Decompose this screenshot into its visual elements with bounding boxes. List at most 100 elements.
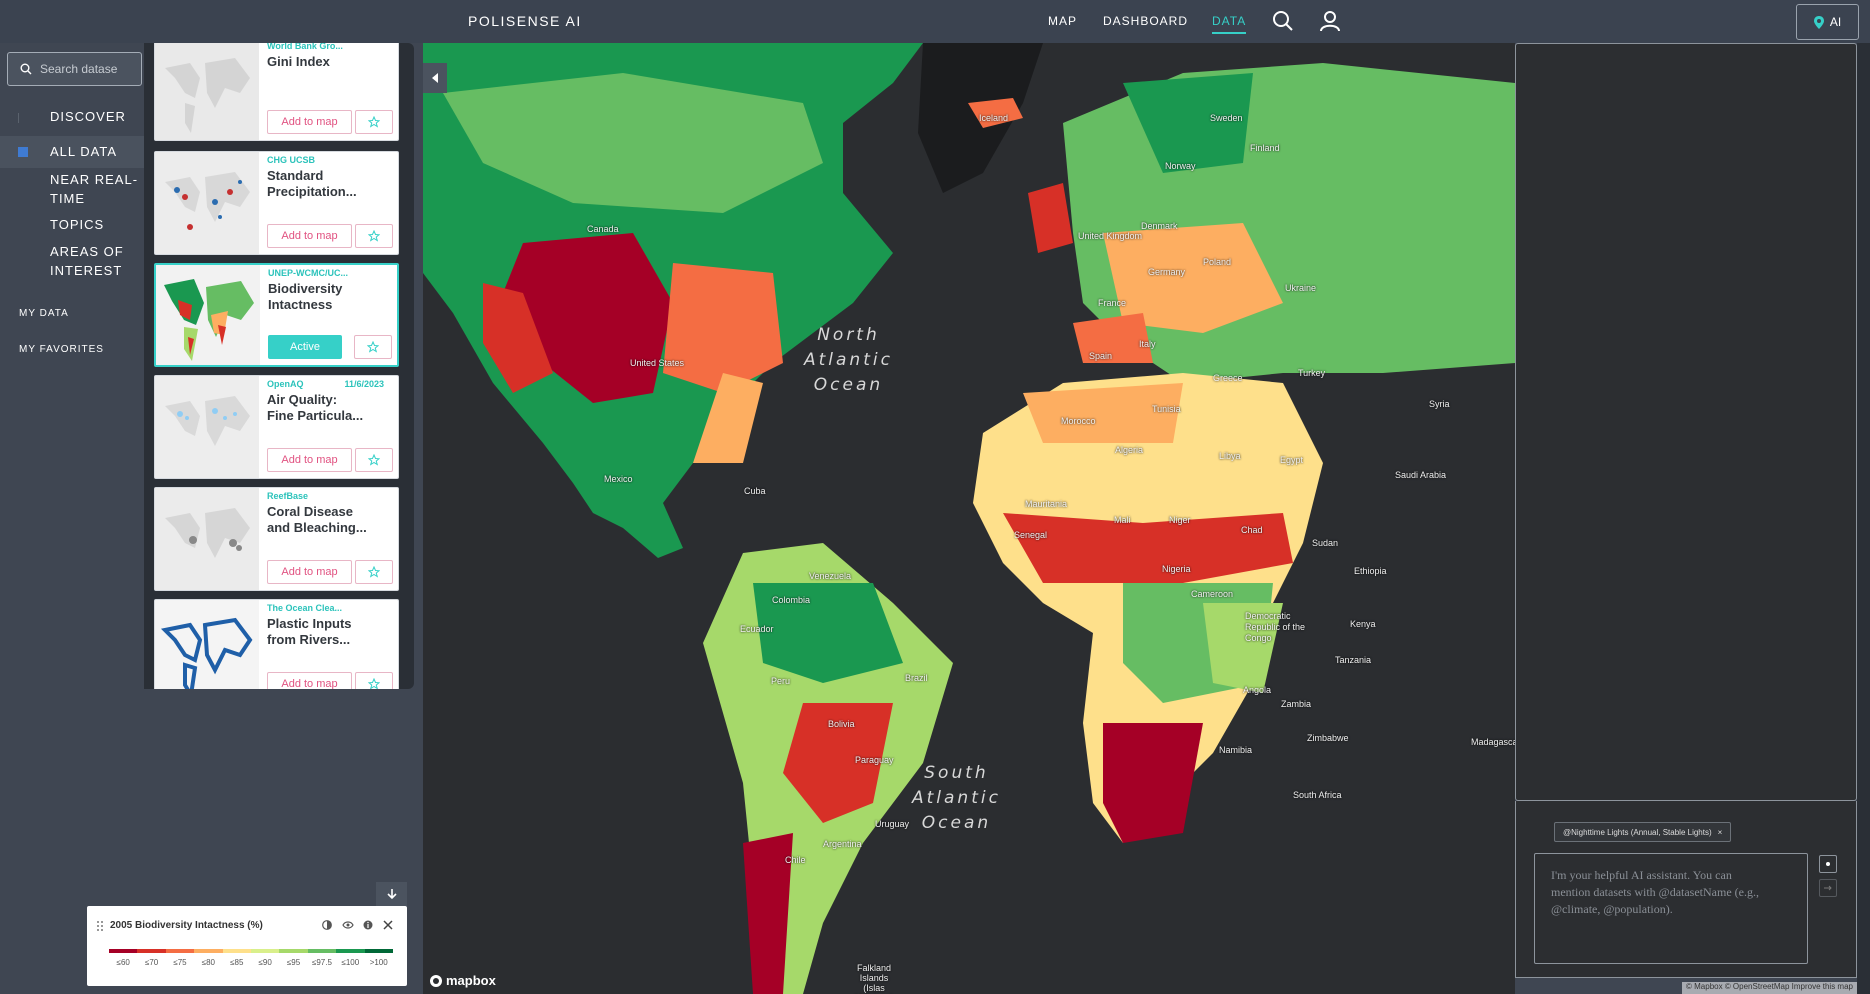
dataset-card-standard-precipitation[interactable]: CHG UCSB Standard Precipitation... Add to… [154, 151, 399, 255]
legend-swatch [307, 949, 337, 953]
map-label: Namibia [1219, 745, 1253, 755]
legend-title: 2005 Biodiversity Intactness (%) [110, 920, 263, 931]
nav-map[interactable]: MAP [1048, 14, 1078, 28]
star-icon [368, 566, 380, 578]
sidebar-item-near-real-time[interactable]: NEAR REAL- TIME [0, 170, 144, 208]
legend-label: ≤90 [258, 958, 272, 967]
add-to-map-button[interactable]: Add to map [267, 560, 352, 584]
map-label: Libya [1219, 451, 1241, 461]
legend-label: ≤70 [144, 958, 159, 967]
dataset-card-biodiversity-intactness[interactable]: UNEP-WCMC/UC... Biodiversity Intactness A… [154, 263, 399, 367]
chevron-left-icon [432, 73, 438, 83]
sidebar-item-label-2: TIME [50, 191, 86, 206]
map-label: Argentina [823, 839, 862, 849]
active-button[interactable]: Active [268, 335, 342, 359]
favorite-star-button[interactable] [355, 560, 393, 584]
favorite-star-button[interactable] [355, 224, 393, 248]
map-attribution[interactable]: © Mapbox © OpenStreetMap Improve this ma… [1682, 982, 1857, 994]
map-label: France [1098, 298, 1127, 308]
chip-close-icon[interactable]: × [1717, 827, 1723, 837]
dataset-mention-chip[interactable]: @Nighttime Lights (Annual, Stable Lights… [1554, 822, 1732, 842]
mapbox-logo[interactable]: mapbox [429, 973, 496, 988]
brand-logo[interactable]: POLISENSE AI [468, 13, 582, 29]
map-label: Norway [1165, 161, 1196, 171]
legend-swatch [364, 949, 393, 953]
biodiversity-map-layer[interactable] [423, 43, 1515, 994]
my-data-link[interactable]: MY DATA [19, 308, 69, 319]
chat-placeholder-3: @climate, @population). [1551, 902, 1673, 916]
ai-button[interactable]: AI [1796, 4, 1859, 40]
sidebar-item-label: TOPICS [50, 217, 105, 232]
sidebar-item-label-2: INTEREST [50, 263, 123, 278]
ai-chat-history[interactable] [1515, 43, 1857, 801]
dataset-thumbnail [155, 152, 259, 254]
all-data-icon [18, 147, 28, 157]
map-label: Paraguay [855, 755, 894, 765]
map-label: Colombia [772, 595, 811, 605]
dataset-card-coral-disease[interactable]: ReefBase Coral Disease and Bleaching... A… [154, 487, 399, 591]
send-button[interactable] [1819, 879, 1837, 897]
map-label: Canada [587, 224, 619, 234]
sidebar-item-label: AREAS OF [50, 244, 124, 259]
arrow-down-icon [386, 889, 397, 900]
map-legend: 2005 Biodiversity Intactness (%) ≤60 ≤70… [87, 906, 407, 986]
sidebar-item-discover[interactable]: DISCOVER [0, 107, 144, 126]
dataset-title: Biodiversity Intactness [268, 281, 343, 312]
ai-chat-composer: @Nighttime Lights (Annual, Stable Lights… [1515, 801, 1857, 978]
favorite-star-button[interactable] [354, 335, 392, 359]
dataset-card-list[interactable]: World Bank Gro... Gini Index Add to map … [144, 43, 414, 689]
dataset-card-plastic-inputs[interactable]: The Ocean Clea... Plastic Inputs from Riv… [154, 599, 399, 689]
nav-dashboard[interactable]: DASHBOARD [1103, 14, 1189, 28]
dataset-card-air-quality[interactable]: OpenAQ 11/6/2023 Air Quality: Fine Partic… [154, 375, 399, 479]
close-icon[interactable] [383, 920, 393, 930]
chat-input[interactable]: I'm your helpful AI assistant. You can m… [1534, 853, 1808, 964]
map-label: Tunisia [1152, 404, 1181, 414]
map-label: Mauritania [1025, 499, 1068, 509]
legend-label: ≤60 [116, 958, 130, 967]
favorite-star-button[interactable] [355, 448, 393, 472]
chat-placeholder-2: mention datasets with @datasetName (e.g.… [1551, 885, 1759, 899]
favorite-star-button[interactable] [355, 110, 393, 134]
map-label: Madagascar [1471, 737, 1515, 747]
dataset-source: UNEP-WCMC/UC... [268, 268, 348, 278]
map-label: Saudi Arabia [1395, 470, 1447, 480]
add-to-map-button[interactable]: Add to map [267, 672, 352, 689]
mic-button[interactable] [1819, 855, 1837, 873]
map-label: Ukraine [1285, 283, 1317, 293]
mapbox-icon [430, 974, 442, 987]
map-label: Senegal [1014, 530, 1048, 540]
sidebar-item-all-data[interactable]: ALL DATA [0, 136, 144, 168]
my-favorites-link[interactable]: MY FAVORITES [19, 344, 104, 355]
map-canvas[interactable]: North Atlantic Ocean South Atlantic Ocean Ca… [423, 43, 1515, 994]
collapse-panel-button[interactable] [423, 63, 447, 93]
nav-data[interactable]: DATA [1212, 14, 1247, 34]
search-input[interactable]: Search datase [7, 52, 142, 86]
star-icon [368, 678, 380, 689]
map-label: Nigeria [1162, 564, 1191, 574]
map-label: Morocco [1061, 416, 1096, 426]
arrow-right-icon [1824, 885, 1832, 891]
map-label: Kenya [1350, 619, 1376, 629]
location-pin-icon [1813, 15, 1824, 29]
sidebar-item-topics[interactable]: TOPICS [0, 215, 144, 234]
legend-toggle-button[interactable] [376, 882, 407, 906]
map-label: Zimbabwe [1307, 733, 1349, 743]
opacity-icon[interactable] [322, 920, 332, 930]
sidebar-item-areas-of-interest[interactable]: AREAS OF INTEREST [0, 242, 144, 280]
eye-icon[interactable] [342, 921, 354, 929]
map-label: Sudan [1312, 538, 1339, 548]
add-to-map-button[interactable]: Add to map [267, 224, 352, 248]
add-to-map-button[interactable]: Add to map [267, 448, 352, 472]
search-icon[interactable] [1271, 9, 1295, 33]
map-label: Democratic Republic of the Congo [1245, 611, 1306, 643]
map-label: Sweden [1210, 113, 1243, 123]
info-icon[interactable] [363, 920, 373, 930]
map-label: Bolivia [828, 719, 855, 729]
user-icon[interactable] [1318, 9, 1342, 33]
dataset-card-gini-index[interactable]: World Bank Gro... Gini Index Add to map [154, 43, 399, 141]
dot-icon [1826, 862, 1830, 866]
add-to-map-button[interactable]: Add to map [267, 110, 352, 134]
drag-handle-icon[interactable] [97, 921, 103, 931]
legend-swatch [137, 949, 166, 953]
favorite-star-button[interactable] [355, 672, 393, 689]
